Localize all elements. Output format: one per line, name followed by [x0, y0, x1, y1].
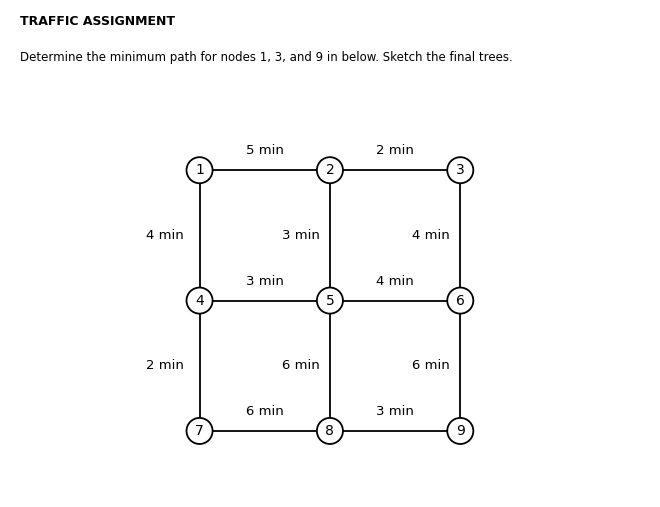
Text: 6 min: 6 min — [412, 359, 450, 372]
Circle shape — [447, 287, 473, 314]
Circle shape — [317, 157, 343, 183]
Text: 4 min: 4 min — [146, 229, 184, 242]
Text: 3 min: 3 min — [246, 275, 284, 287]
Text: 4: 4 — [195, 294, 204, 308]
Text: 5: 5 — [325, 294, 335, 308]
Text: 2 min: 2 min — [376, 144, 414, 157]
Text: 5 min: 5 min — [246, 144, 284, 157]
Text: 3 min: 3 min — [376, 405, 414, 418]
Text: 7: 7 — [195, 424, 204, 438]
Circle shape — [317, 287, 343, 314]
Text: 6: 6 — [456, 294, 465, 308]
Text: 9: 9 — [456, 424, 465, 438]
Text: 3 min: 3 min — [282, 229, 319, 242]
Text: 4 min: 4 min — [376, 275, 414, 287]
Circle shape — [447, 418, 473, 444]
Circle shape — [447, 157, 473, 183]
Text: Determine the minimum path for nodes 1, 3, and 9 in below. Sketch the final tree: Determine the minimum path for nodes 1, … — [20, 51, 513, 64]
Text: 1: 1 — [195, 163, 204, 177]
Text: 6 min: 6 min — [246, 405, 284, 418]
Text: 2: 2 — [325, 163, 335, 177]
Text: 4 min: 4 min — [412, 229, 450, 242]
Circle shape — [187, 418, 213, 444]
Circle shape — [187, 287, 213, 314]
Circle shape — [317, 418, 343, 444]
Text: 3: 3 — [456, 163, 465, 177]
Text: TRAFFIC ASSIGNMENT: TRAFFIC ASSIGNMENT — [20, 15, 175, 28]
Text: 8: 8 — [325, 424, 335, 438]
Text: 2 min: 2 min — [146, 359, 184, 372]
Circle shape — [187, 157, 213, 183]
Text: 6 min: 6 min — [282, 359, 319, 372]
